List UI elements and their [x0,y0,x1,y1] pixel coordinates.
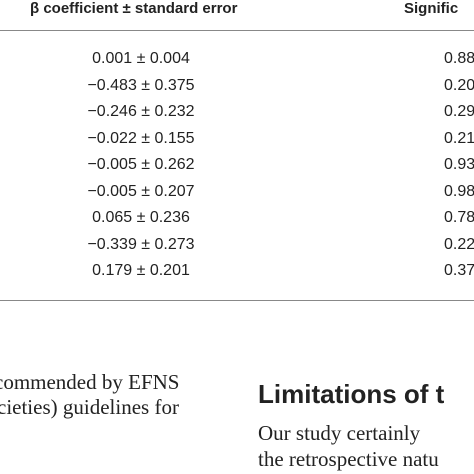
section-heading: Limitations of t [258,379,445,409]
table-cell: −0.339 ± 0.273 [87,235,195,253]
table-cell: 0.001 ± 0.004 [92,50,190,67]
table-cell: −0.022 ± 0.155 [87,129,195,147]
header-cell: Signific [404,0,459,17]
table-cell: 0.22 [444,235,474,253]
body-text: the retrospective natu [258,447,439,471]
header-cell: β coefficient ± standard error [30,0,238,17]
body-text: Our study certainly [258,421,421,445]
table-cell: 0.37 [444,262,474,279]
table-cell: 0.93 [444,156,474,173]
table-cell: −0.005 ± 0.262 [87,156,195,173]
table-cell: −0.246 ± 0.232 [87,103,195,120]
table-cell: 0.179 ± 0.201 [92,262,190,279]
bottom-rule [0,300,474,301]
table-cell: 0.29 [444,103,474,120]
table-cell: 0.20 [444,76,474,94]
header-rule [0,30,474,31]
table-cell: 0.21 [444,129,474,147]
body-text: cieties) guidelines for [0,395,179,419]
table-cell: 0.88 [444,50,474,67]
table-cell: 0.78 [444,209,474,226]
body-text: commended by EFNS [0,370,180,394]
table-cell: 0.98 [444,182,474,200]
table-cell: −0.005 ± 0.207 [87,182,195,200]
table-cell: 0.065 ± 0.236 [92,209,190,226]
table-cell: −0.483 ± 0.375 [87,76,195,94]
